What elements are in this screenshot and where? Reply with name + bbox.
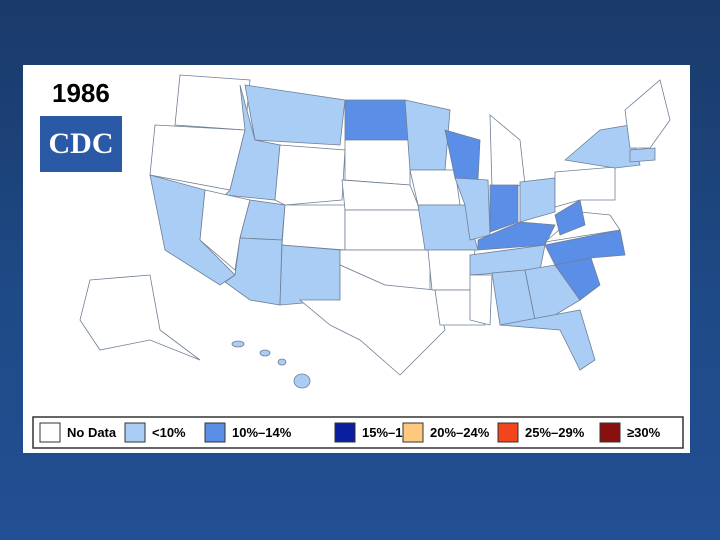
state xyxy=(174,74,251,131)
legend-swatch xyxy=(334,422,356,443)
state xyxy=(344,99,411,141)
state xyxy=(281,204,346,251)
state xyxy=(293,373,311,389)
legend-label: No Data xyxy=(67,425,117,440)
legend-label: 25%–29% xyxy=(525,425,585,440)
logo-text: CDC xyxy=(49,127,114,160)
state xyxy=(244,84,346,146)
legend-swatch xyxy=(599,422,621,443)
us-map xyxy=(79,74,671,389)
state xyxy=(519,177,556,223)
legend-label: ≥30% xyxy=(627,425,661,440)
legend-label: 20%–24% xyxy=(430,425,490,440)
legend-swatch xyxy=(124,422,146,443)
state xyxy=(404,99,451,171)
state xyxy=(344,139,411,186)
state xyxy=(277,358,287,366)
state xyxy=(341,179,421,211)
state xyxy=(544,229,626,266)
state xyxy=(624,79,671,149)
logo-box xyxy=(40,116,122,172)
state xyxy=(427,249,476,291)
state xyxy=(629,147,656,163)
state xyxy=(274,144,346,206)
legend-swatch xyxy=(39,422,61,443)
state xyxy=(344,209,426,251)
legend: No Data <10% 10%–14% 15%–19% 20%–24% 25%–29% ≥… xyxy=(39,422,661,443)
state xyxy=(259,349,271,357)
state xyxy=(554,166,616,208)
state xyxy=(279,244,341,306)
state xyxy=(79,274,201,361)
legend-swatch xyxy=(402,422,424,443)
state xyxy=(499,309,596,371)
state xyxy=(231,340,245,348)
state xyxy=(224,84,281,201)
state xyxy=(454,177,491,241)
legend-label: 10%–14% xyxy=(232,425,292,440)
map-year: 1986 xyxy=(52,78,110,108)
state xyxy=(489,184,519,233)
legend-label: <10% xyxy=(152,425,186,440)
state xyxy=(477,221,556,251)
legend-swatch xyxy=(204,422,226,443)
state xyxy=(554,199,586,236)
state xyxy=(524,264,581,321)
state xyxy=(469,274,493,326)
state xyxy=(409,169,461,206)
legend-swatch xyxy=(497,422,519,443)
